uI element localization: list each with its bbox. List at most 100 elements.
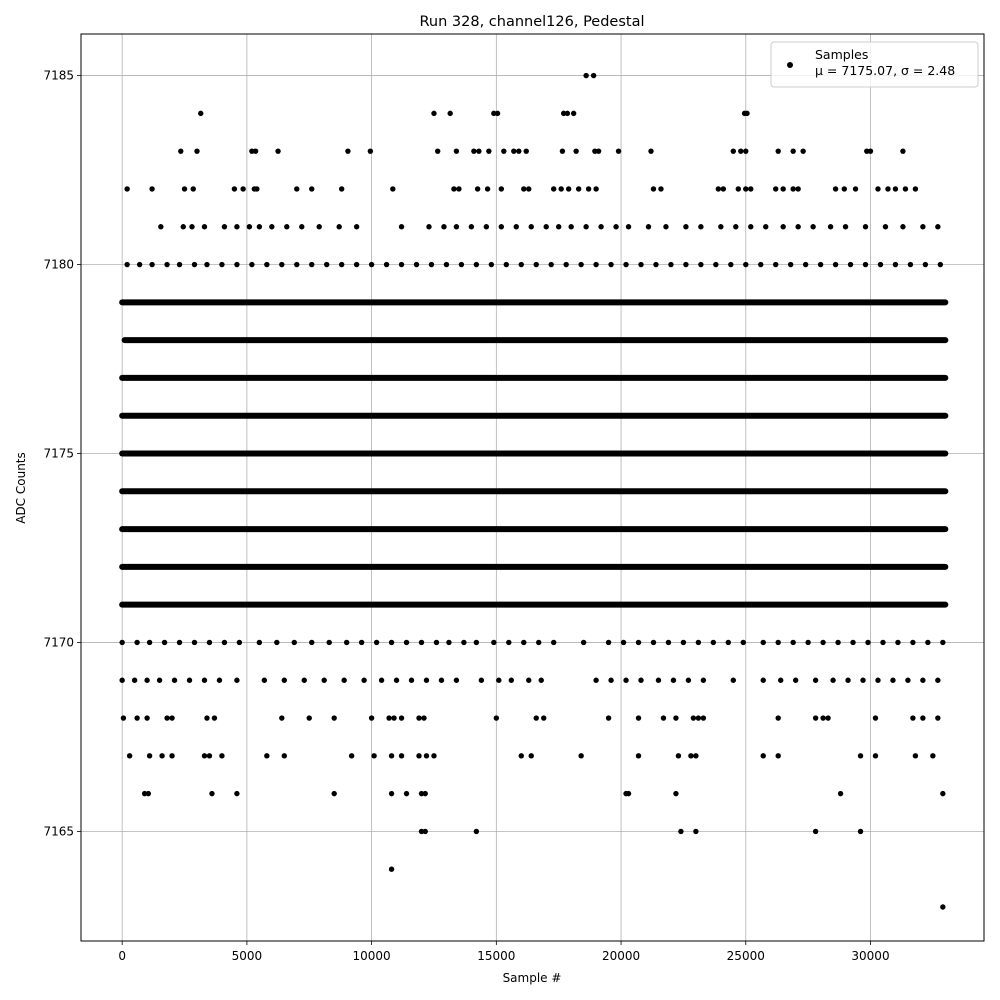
sample-point [605, 715, 612, 721]
sample-point [935, 715, 941, 721]
sample-point [281, 753, 287, 759]
sample-point [536, 639, 542, 646]
sample-point [900, 224, 906, 230]
sample-point [164, 715, 170, 721]
sample-point [413, 261, 420, 268]
sample-point [570, 110, 577, 117]
sample-point [541, 715, 547, 721]
sample-point [563, 261, 569, 268]
sample-point [698, 261, 704, 268]
sample-point [890, 677, 896, 683]
sample-point [309, 186, 315, 192]
sample-point [353, 261, 360, 268]
data-points [119, 72, 949, 910]
sample-point [795, 224, 801, 230]
sample-point [518, 261, 524, 268]
sample-point [367, 148, 374, 154]
sample-point [678, 828, 684, 835]
chart-title: Run 328, channel126, Pedestal [419, 14, 644, 30]
sample-point [353, 224, 360, 230]
sample-point [426, 224, 432, 230]
sample-point [583, 72, 589, 79]
sample-point [252, 148, 259, 154]
sample-point [668, 261, 674, 268]
sample-point [240, 186, 246, 192]
sample-point [204, 261, 210, 268]
sample-point [710, 639, 717, 646]
sample-point [435, 148, 441, 154]
sample-point [190, 186, 196, 192]
sample-point [937, 261, 944, 268]
sample-point [700, 677, 707, 683]
sample-point [418, 639, 425, 646]
y-tick-label: 7165 [43, 824, 74, 838]
sample-point [872, 715, 879, 721]
legend-box [770, 41, 979, 88]
sample-point [773, 186, 779, 192]
sample-point [743, 186, 749, 192]
sample-point [748, 186, 754, 192]
sample-point [857, 753, 864, 759]
sample-point [513, 224, 519, 230]
sample-point [422, 790, 428, 797]
sample-point [119, 677, 125, 683]
sample-point [453, 148, 460, 154]
sample-point [595, 148, 602, 154]
sample-point [725, 639, 732, 646]
y-axis-ticks: 7165 7170 7175 7180 7185 [43, 69, 81, 838]
sample-point [900, 148, 906, 154]
sample-point [398, 753, 405, 759]
sample-point [194, 148, 200, 154]
sample-point [246, 224, 253, 230]
plot-frame [80, 33, 985, 942]
sample-point [516, 148, 522, 154]
sample-point [864, 148, 870, 154]
sample-point [326, 639, 332, 646]
sample-point [126, 753, 133, 759]
sample-point [775, 148, 781, 154]
sample-point [518, 753, 524, 759]
sample-point [416, 753, 422, 759]
sample-point [841, 186, 848, 192]
sample-point [144, 715, 150, 721]
sample-point [655, 677, 662, 683]
x-tick-label: 25000 [727, 949, 765, 963]
sample-point [935, 677, 941, 683]
sample-point [568, 224, 574, 230]
sample-point [338, 186, 345, 192]
sample-point [219, 753, 225, 759]
sample-point [498, 186, 505, 192]
sample-point [665, 639, 672, 646]
sample-point [810, 224, 816, 230]
sample-point [683, 261, 689, 268]
sample-point [940, 639, 946, 646]
sample-point [403, 639, 410, 646]
sample-point [892, 261, 899, 268]
sample-point [521, 639, 527, 646]
sample-point [264, 753, 270, 759]
sample-point [119, 639, 125, 646]
sample-point [456, 186, 462, 192]
sample-point [418, 790, 425, 797]
sample-point [494, 110, 501, 117]
sample-point [144, 677, 150, 683]
sample-point [740, 639, 746, 646]
sample-point [760, 639, 766, 646]
sample-point [720, 186, 727, 192]
sample-point [845, 677, 851, 683]
sample-point [792, 677, 799, 683]
sample-point [590, 72, 597, 79]
sample-point [324, 261, 330, 268]
sample-point [145, 790, 152, 797]
sample-point [575, 186, 582, 192]
sample-point [331, 715, 337, 721]
sample-point [180, 224, 186, 230]
sample-point [675, 753, 682, 759]
sample-point [685, 677, 692, 683]
sample-point [254, 186, 260, 192]
y-tick-label: 7175 [43, 446, 74, 460]
sample-point [578, 753, 584, 759]
sample-point [388, 866, 395, 872]
x-axis-label: Sample # [503, 971, 562, 985]
sample-point [321, 677, 327, 683]
